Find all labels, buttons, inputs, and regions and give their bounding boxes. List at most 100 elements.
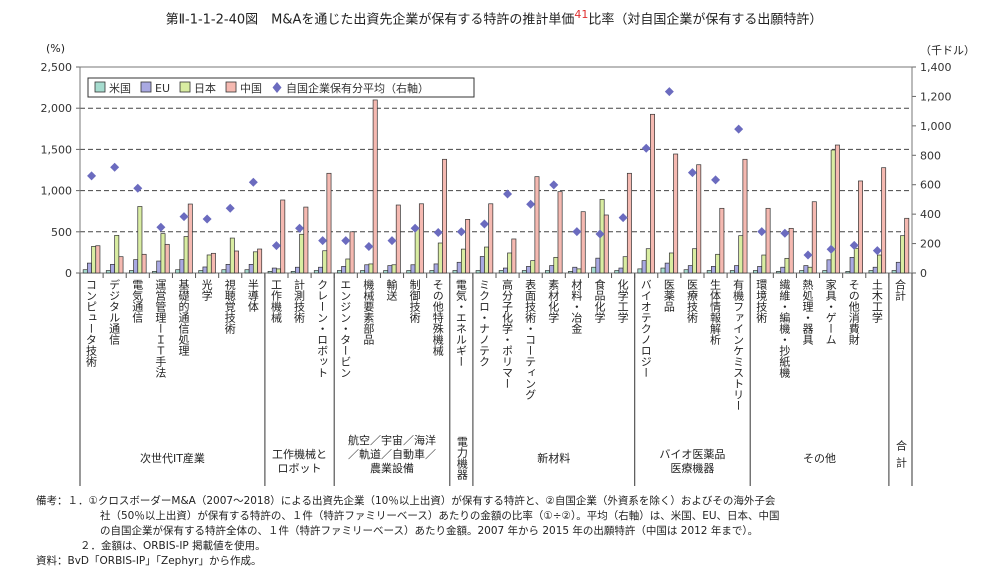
category-label: 有機ファインケミストリー (731, 279, 745, 411)
bar-中国 (395, 204, 401, 274)
bar-米国 (175, 269, 181, 274)
bar-米国 (198, 270, 204, 274)
category-label: 輸送 (385, 279, 398, 301)
average-marker (156, 222, 166, 232)
bar-中国 (881, 167, 887, 274)
right-axis-unit: （千ドル） (920, 44, 975, 57)
bar-米国 (475, 270, 481, 274)
bar-日本 (645, 248, 651, 274)
bar-中国 (210, 252, 216, 274)
bar-日本 (530, 260, 536, 274)
bar-中国 (418, 203, 424, 274)
bar-米国 (776, 271, 782, 274)
average-marker (711, 175, 721, 185)
group-label: 合計 (894, 440, 908, 474)
right-tick-label: 800 (920, 149, 941, 162)
bar-EU (456, 261, 462, 274)
bar-中国 (858, 180, 863, 274)
bar-日本 (553, 256, 559, 274)
legend-label: 中国 (240, 82, 262, 95)
bar-EU (133, 259, 139, 274)
bar-日本 (437, 242, 443, 274)
bar-中国 (257, 248, 263, 274)
bar-EU (318, 266, 324, 274)
bar-日本 (876, 254, 882, 274)
bar-日本 (183, 236, 189, 274)
left-axis-unit: (%) (46, 42, 66, 55)
bar-EU (549, 265, 555, 274)
average-marker (757, 227, 767, 237)
category-label: その他消費財 (847, 279, 861, 345)
bar-日本 (137, 206, 143, 274)
average-marker (826, 244, 836, 254)
bar-米国 (591, 266, 597, 274)
right-tick-label: 1,000 (920, 120, 952, 133)
bar-日本 (391, 264, 397, 274)
bar-日本 (114, 234, 120, 274)
bar-EU (803, 265, 809, 274)
bar-EU (295, 266, 300, 274)
bar-EU (595, 257, 601, 274)
average-marker (318, 236, 328, 246)
bar-中国 (326, 172, 332, 274)
bar-中国 (788, 227, 794, 274)
bar-日本 (276, 268, 281, 274)
bar-米国 (637, 268, 643, 274)
average-marker (364, 242, 374, 252)
chart-title: 第Ⅱ-1-1-2-40図 M&Aを通じた出資先企業が保有する特許の推計単価41比… (0, 8, 988, 27)
bar-EU (110, 263, 116, 274)
average-marker (526, 199, 536, 209)
group-label: バイオ医薬品 医療機器 (659, 448, 726, 475)
bar-日本 (668, 252, 674, 274)
bar-日本 (345, 258, 351, 274)
bar-日本 (160, 233, 166, 274)
average-marker (110, 162, 120, 172)
bar-中国 (696, 164, 702, 274)
bar-EU (687, 265, 693, 274)
bar-中国 (280, 199, 286, 274)
bar-米国 (267, 271, 273, 274)
category-label: 光学 (200, 279, 214, 301)
average-marker (456, 227, 466, 237)
legend-swatch (94, 81, 106, 93)
bar-米国 (568, 271, 574, 274)
category-label: ミクロ・ナノテク (477, 279, 491, 367)
bar-中国 (765, 207, 771, 274)
legend-marker-diamond (272, 82, 282, 93)
average-marker (179, 212, 189, 222)
bar-中国 (95, 245, 101, 274)
bar-日本 (761, 254, 767, 274)
average-marker (202, 214, 212, 224)
left-tick-label: 1,500 (41, 143, 73, 156)
average-marker (849, 240, 859, 250)
bar-米国 (360, 270, 366, 274)
average-marker (664, 87, 674, 97)
bar-中国 (811, 201, 817, 274)
category-label: 電気通信 (130, 279, 144, 323)
category-label: 表面技術・コーティング (523, 279, 537, 400)
note-1-cont2: の自国企業が保有する特許全体の、１件（特許ファミリーベース）あたり金額。2007… (100, 525, 759, 537)
average-marker (387, 236, 397, 246)
right-tick-label: 0 (920, 267, 927, 280)
legend-swatch (225, 81, 237, 93)
bar-日本 (900, 235, 905, 274)
bar-EU (479, 256, 485, 274)
average-marker (87, 171, 97, 181)
average-marker (872, 246, 882, 256)
bar-米国 (290, 271, 296, 274)
bar-EU (734, 265, 740, 274)
average-marker (687, 168, 697, 178)
bar-日本 (692, 248, 697, 274)
bar-中国 (719, 207, 725, 274)
bar-日本 (576, 268, 582, 274)
average-marker (618, 213, 628, 223)
average-marker (295, 223, 305, 233)
category-label: エンジン・タービン (338, 279, 352, 378)
bar-中国 (534, 176, 540, 274)
bar-中国 (650, 113, 655, 274)
bar-EU (526, 266, 532, 274)
bar-中国 (673, 153, 679, 274)
average-marker (133, 183, 143, 193)
legend-label: 日本 (194, 81, 216, 95)
bar-日本 (484, 246, 489, 274)
